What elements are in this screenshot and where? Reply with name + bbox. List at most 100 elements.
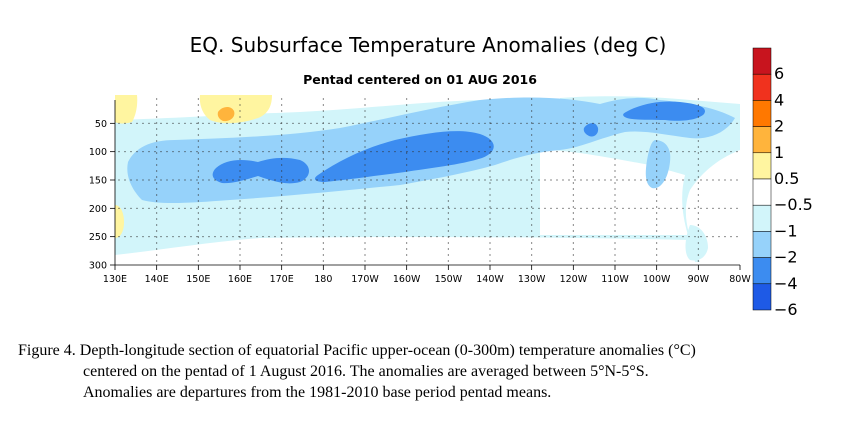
- grid-dot: [292, 179, 294, 181]
- grid-dot: [346, 151, 348, 153]
- grid-dot: [682, 122, 684, 124]
- grid-dot: [184, 236, 186, 238]
- grid-dot: [364, 176, 366, 178]
- grid-dot: [334, 236, 336, 238]
- grid-dot: [256, 122, 258, 124]
- grid-dot: [697, 176, 699, 178]
- grid-dot: [531, 194, 533, 196]
- grid-dot: [118, 151, 120, 153]
- grid-dot: [532, 151, 534, 153]
- grid-dot: [572, 182, 574, 184]
- grid-dot: [316, 236, 318, 238]
- colorbar-swatch: [752, 257, 772, 285]
- grid-dot: [447, 224, 449, 226]
- grid-dot: [697, 158, 699, 160]
- grid-dot: [736, 179, 738, 181]
- grid-dot: [197, 116, 199, 118]
- grid-dot: [376, 122, 378, 124]
- grid-dot: [531, 170, 533, 172]
- temperature-anomaly-figure: EQ. Subsurface Temperature Anomalies (de…: [89, 33, 813, 319]
- grid-dot: [646, 122, 648, 124]
- grid-dot: [614, 176, 616, 178]
- grid-dot: [202, 151, 204, 153]
- grid-dot: [466, 122, 468, 124]
- grid-dot: [706, 179, 708, 181]
- grid-dot: [364, 248, 366, 250]
- grid-dot: [184, 179, 186, 181]
- grid-dot: [538, 151, 540, 153]
- grid-dot: [238, 207, 240, 209]
- grid-dot: [614, 146, 616, 148]
- grid-dot: [298, 151, 300, 153]
- grid-dot: [616, 122, 618, 124]
- grid-dot: [526, 122, 528, 124]
- anomaly-region: [645, 140, 671, 189]
- grid-dot: [489, 158, 491, 160]
- grid-dot: [382, 207, 384, 209]
- grid-dot: [322, 104, 324, 106]
- grid-dot: [614, 98, 616, 100]
- grid-dot: [484, 236, 486, 238]
- grid-dot: [466, 179, 468, 181]
- grid-dot: [328, 236, 330, 238]
- grid-dot: [156, 254, 158, 256]
- grid-dot: [442, 179, 444, 181]
- grid-dot: [202, 207, 204, 209]
- grid-dot: [239, 218, 241, 220]
- grid-dot: [712, 151, 714, 153]
- grid-dot: [239, 152, 241, 154]
- grid-dot: [556, 236, 558, 238]
- grid-dot: [568, 151, 570, 153]
- grid-dot: [502, 179, 504, 181]
- grid-dot: [694, 151, 696, 153]
- grid-dot: [304, 151, 306, 153]
- grid-dot: [322, 179, 324, 181]
- grid-dot: [460, 122, 462, 124]
- grid-dot: [614, 152, 616, 154]
- grid-dot: [478, 179, 480, 181]
- grid-dot: [166, 207, 168, 209]
- grid-dot: [406, 188, 408, 190]
- grid-dot: [670, 151, 672, 153]
- grid-dot: [646, 236, 648, 238]
- grid-dot: [406, 152, 408, 154]
- grid-dot: [656, 164, 658, 166]
- grid-dot: [364, 200, 366, 202]
- grid-dot: [346, 236, 348, 238]
- grid-dot: [447, 170, 449, 172]
- grid-dot: [448, 122, 450, 124]
- grid-dot: [406, 230, 408, 232]
- grid-dot: [118, 122, 120, 124]
- grid-dot: [316, 207, 318, 209]
- grid-dot: [489, 134, 491, 136]
- grid-dot: [346, 179, 348, 181]
- grid-dot: [394, 151, 396, 153]
- grid-dot: [160, 179, 162, 181]
- grid-dot: [442, 236, 444, 238]
- grid-dot: [572, 212, 574, 214]
- grid-dot: [572, 176, 574, 178]
- grid-dot: [156, 194, 158, 196]
- grid-dot: [346, 207, 348, 209]
- grid-dot: [448, 151, 450, 153]
- grid-dot: [436, 179, 438, 181]
- grid-dot: [694, 207, 696, 209]
- grid-dot: [388, 122, 390, 124]
- grid-dot: [697, 224, 699, 226]
- x-tick-label: 140E: [145, 274, 169, 285]
- anomaly-field: [115, 95, 740, 263]
- grid-dot: [190, 236, 192, 238]
- grid-dot: [156, 224, 158, 226]
- grid-dot: [478, 122, 480, 124]
- grid-dot: [454, 179, 456, 181]
- anomaly-region: [115, 95, 138, 124]
- grid-dot: [490, 122, 492, 124]
- grid-dot: [592, 151, 594, 153]
- grid-dot: [156, 242, 158, 244]
- grid-dot: [406, 158, 408, 160]
- grid-dot: [156, 128, 158, 130]
- grid-dot: [292, 151, 294, 153]
- grid-dot: [544, 207, 546, 209]
- grid-dot: [197, 224, 199, 226]
- grid-dot: [172, 179, 174, 181]
